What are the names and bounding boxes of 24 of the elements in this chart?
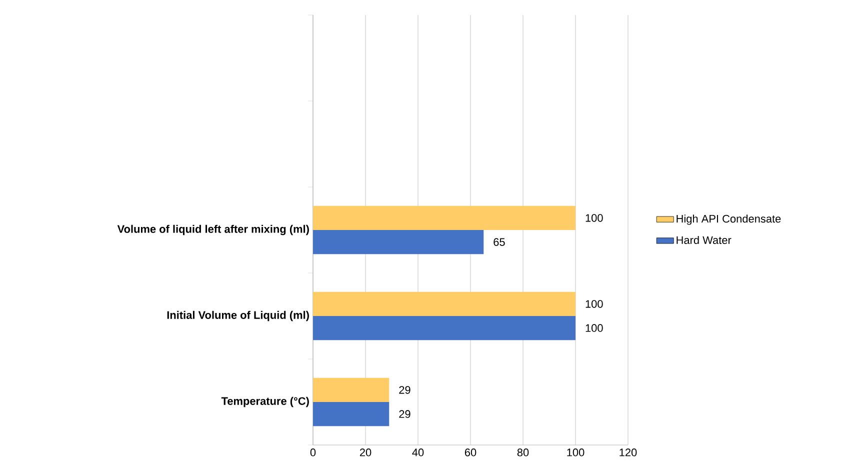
x-tick-label: 120 [620, 448, 637, 456]
bar [313, 316, 576, 340]
legend-label: High API Condensate [676, 214, 781, 225]
bar [313, 402, 390, 426]
data-label: 29 [399, 410, 410, 418]
x-tick-label: 0 [310, 448, 316, 456]
y-tick-label: Volume of liquid left after mixing (ml) [117, 224, 309, 236]
data-label: 65 [494, 238, 505, 246]
x-tick-label: 40 [412, 448, 424, 456]
bar [313, 292, 576, 316]
data-label: 100 [586, 214, 603, 222]
data-label: 100 [586, 324, 603, 332]
bar [313, 230, 484, 254]
data-label: 100 [586, 300, 603, 308]
x-tick-label: 80 [517, 448, 529, 456]
bar [313, 206, 576, 230]
x-tick-label: 20 [360, 448, 372, 456]
y-tick-label: Initial Volume of Liquid (ml) [167, 310, 309, 322]
x-tick-label: 100 [567, 448, 584, 456]
bar [313, 378, 390, 402]
y-tick-label: Temperature (°C) [221, 396, 309, 408]
legend-label: Hard Water [676, 236, 732, 244]
data-label: 29 [399, 386, 410, 394]
x-tick-label: 60 [464, 448, 476, 456]
